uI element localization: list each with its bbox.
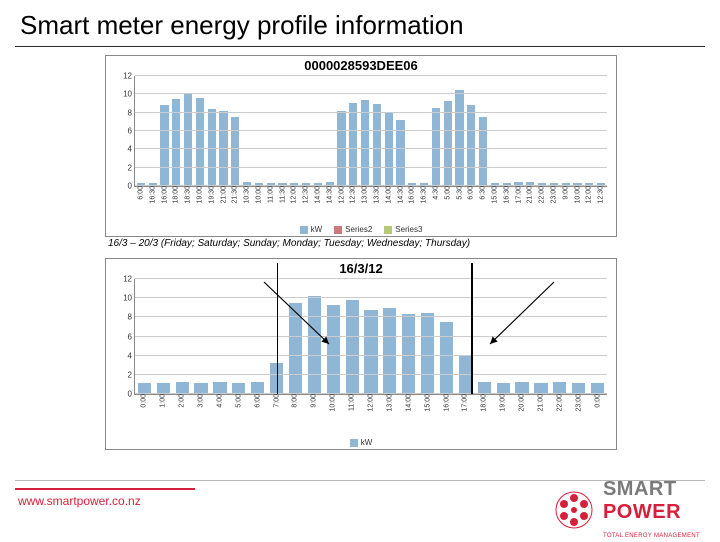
chart-2-title: 16/3/12: [106, 261, 616, 276]
chart-1-multi-day: 0000028593DEE06 0246810126:0016:3016:001…: [105, 55, 617, 237]
bar: [308, 296, 321, 394]
bar: [361, 100, 369, 186]
logo-subtitle: TOTAL ENERGY MANAGEMENT: [603, 533, 700, 539]
chart-1-legend: kW Series2 Series3: [106, 225, 616, 234]
page-title: Smart meter energy profile information: [20, 10, 464, 41]
title-rule: [15, 46, 705, 47]
logo: SMART POWER TOTAL ENERGY MANAGEMENT: [553, 478, 700, 542]
bar: [184, 93, 192, 187]
bar: [444, 101, 452, 186]
bar: [479, 117, 487, 186]
footer-rule-red: [15, 488, 195, 490]
chart-1-title: 0000028593DEE06: [106, 58, 616, 73]
legend-item: Series3: [384, 225, 422, 234]
logo-text-bottom: POWER: [603, 501, 681, 523]
bar: [364, 310, 377, 394]
bar: [383, 308, 396, 394]
bar: [346, 300, 359, 394]
legend-item: kW: [350, 438, 373, 447]
logo-icon: [553, 489, 595, 531]
bar: [432, 108, 440, 186]
chart-1-plot: 0246810126:0016:3016:0018:0018:3019:0019…: [134, 76, 607, 187]
legend-item: kW: [300, 225, 323, 234]
logo-text-top: SMART: [603, 478, 677, 500]
chart-2-single-day: 16/3/12 0246810120:001:002:003:004:005:0…: [105, 258, 617, 450]
marker-line: [471, 263, 473, 394]
bar: [467, 105, 475, 186]
chart-2-plot: 0246810120:001:002:003:004:005:006:007:0…: [134, 279, 607, 395]
bar: [373, 104, 381, 187]
chart-1-caption: 16/3 – 20/3 (Friday; Saturday; Sunday; M…: [108, 238, 470, 249]
bar: [327, 305, 340, 394]
bar: [349, 103, 357, 186]
bar: [440, 322, 453, 394]
bar: [455, 90, 463, 186]
slide: { "title": "Smart meter energy profile i…: [0, 0, 720, 540]
bar: [421, 313, 434, 394]
marker-line: [277, 263, 279, 394]
legend-item: Series2: [334, 225, 372, 234]
bar: [231, 117, 239, 186]
footer-url: www.smartpower.co.nz: [18, 494, 141, 508]
bar: [160, 105, 168, 186]
chart-2-legend: kW: [106, 438, 616, 447]
